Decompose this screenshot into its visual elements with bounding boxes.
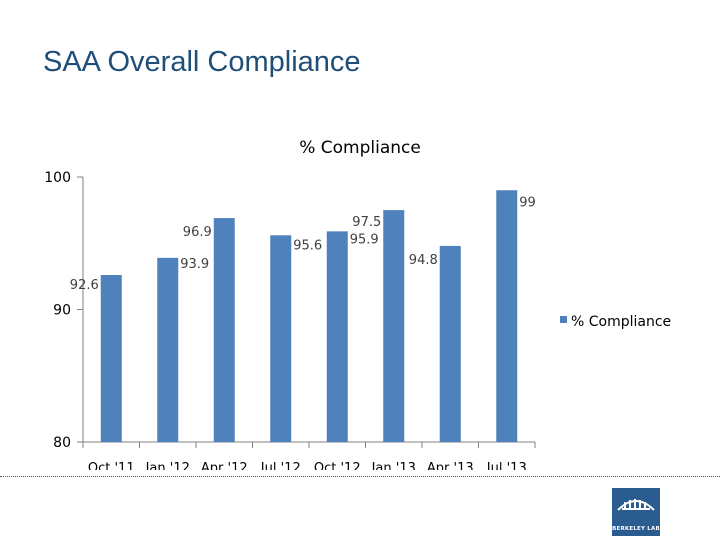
footer-divider xyxy=(0,476,720,477)
legend-label: % Compliance xyxy=(571,314,671,330)
bar-data-label: 99 xyxy=(519,195,536,210)
bar-data-label: 92.6 xyxy=(70,278,99,293)
slide-title: SAA Overall Compliance xyxy=(43,46,361,78)
bar xyxy=(326,231,348,442)
bar-data-label: 96.9 xyxy=(183,225,212,240)
logo-text: BERKELEY LAB xyxy=(612,526,660,532)
bar xyxy=(439,245,461,442)
building-icon xyxy=(617,499,655,511)
data-labels: 92.6 93.9 96.9 95.6 95.9 97.5 94.8 99 xyxy=(70,195,536,293)
x-tick-label: Jan '12 xyxy=(145,461,190,470)
x-tick-label: Oct '11 xyxy=(88,461,135,470)
x-axis: Oct '11 Jan '12 Apr '12 Jul '12 Oct '12 Jan '… xyxy=(82,441,536,470)
bar xyxy=(157,257,179,442)
bar-data-label: 93.9 xyxy=(180,257,209,272)
bar xyxy=(496,190,518,442)
bar-data-label: 95.6 xyxy=(293,238,322,253)
y-tick-label: 80 xyxy=(53,435,71,451)
bar-series xyxy=(100,190,518,442)
y-tick-label: 100 xyxy=(44,170,71,186)
chart-title: % Compliance xyxy=(299,138,421,158)
bar xyxy=(270,235,292,442)
legend-swatch xyxy=(560,316,567,323)
x-tick-label: Jul '13 xyxy=(486,461,527,470)
bar xyxy=(100,275,122,442)
bar-data-label: 97.5 xyxy=(352,215,381,230)
bar-data-label: 94.8 xyxy=(409,253,438,268)
x-tick-label: Oct '12 xyxy=(314,461,361,470)
x-tick-label: Apr '12 xyxy=(201,461,248,470)
berkeley-lab-logo: BERKELEY LAB xyxy=(612,488,660,536)
y-tick-label: 90 xyxy=(53,303,71,319)
x-tick-label: Jan '13 xyxy=(371,461,416,470)
legend: % Compliance xyxy=(560,314,671,330)
bar-data-label: 95.9 xyxy=(350,232,379,247)
bar xyxy=(213,218,235,442)
bar xyxy=(383,210,405,442)
y-axis: 80 90 100 xyxy=(44,170,84,451)
x-tick-label: Jul '12 xyxy=(260,461,301,470)
compliance-bar-chart: % Compliance 80 90 100 Oct '11 Jan '12 Apr '… xyxy=(44,138,671,470)
x-tick-label: Apr '13 xyxy=(427,461,474,470)
